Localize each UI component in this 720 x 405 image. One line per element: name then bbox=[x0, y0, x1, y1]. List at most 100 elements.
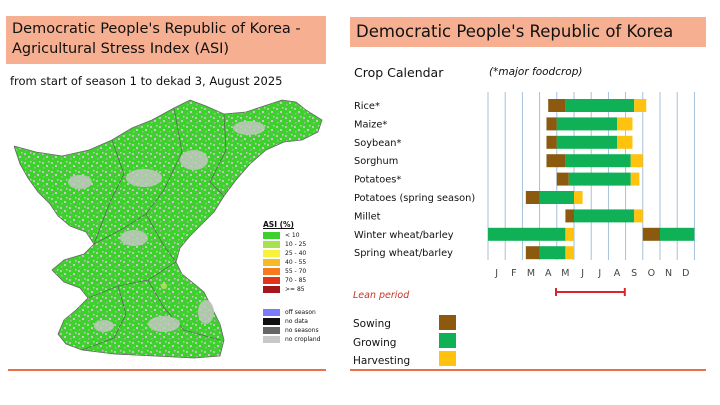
legend-label: 10 - 25 bbox=[285, 241, 307, 248]
legend-swatch bbox=[263, 327, 280, 334]
cropland-gap bbox=[233, 121, 265, 135]
key-harvesting-label: Harvesting bbox=[353, 355, 411, 367]
month-label: N bbox=[665, 268, 672, 279]
crop-phase-bar-harvesting bbox=[574, 191, 583, 204]
cropland-gap bbox=[148, 316, 180, 332]
crop-phase-bar-growing bbox=[565, 99, 635, 112]
legend-row: 25 - 40 bbox=[263, 249, 333, 258]
cropland-gap bbox=[120, 230, 148, 246]
lean-period-label: Lean period bbox=[353, 290, 410, 301]
crop-label: Potatoes (spring season) bbox=[354, 193, 475, 204]
crop-phase-bar-sowing bbox=[546, 135, 557, 149]
crop-calendar-chart: Rice* Maize* Soybean* Sorghum Potatoes* Potat… bbox=[354, 92, 695, 279]
asi-title-line-2: Agricultural Stress Index (ASI) bbox=[12, 41, 230, 57]
key-sowing-swatch bbox=[439, 315, 456, 330]
crop-phase-bar-harvesting bbox=[630, 154, 643, 168]
key-sowing-label: Sowing bbox=[353, 318, 391, 330]
korea-landmass bbox=[14, 99, 323, 359]
legend-swatch bbox=[263, 250, 280, 257]
asi-legend-title: ASI (%) bbox=[263, 220, 294, 229]
province-boundary bbox=[145, 213, 177, 263]
province-boundary bbox=[209, 113, 227, 197]
legend-label: 70 - 85 bbox=[285, 277, 307, 284]
month-label: J bbox=[597, 268, 601, 279]
crop-phase-bar-sowing bbox=[525, 246, 540, 260]
legend-swatch bbox=[263, 259, 280, 266]
legend-row: 40 - 55 bbox=[263, 258, 333, 267]
key-growing-label: Growing bbox=[353, 337, 397, 349]
legend-swatch bbox=[263, 318, 280, 325]
legend-label: no seasons bbox=[285, 327, 319, 334]
crop-label: Sorghum bbox=[354, 156, 398, 167]
crop-phase-bar-sowing bbox=[548, 99, 566, 112]
legend-swatch bbox=[263, 232, 280, 239]
crop-phase-bar-harvesting bbox=[565, 246, 574, 260]
month-label: O bbox=[648, 268, 655, 279]
legend-row: < 10 bbox=[263, 231, 333, 240]
month-label: A bbox=[614, 268, 621, 279]
major-foodcrop-note: (*major foodcrop) bbox=[489, 66, 583, 78]
legend-row: off season bbox=[263, 308, 333, 317]
crop-phase-bar-harvesting bbox=[617, 135, 633, 149]
crop-phase-bar-growing bbox=[556, 135, 617, 149]
asi-title-line-1: Democratic People's Republic of Korea - bbox=[12, 21, 301, 37]
province-boundary bbox=[93, 139, 125, 245]
province-boundary bbox=[87, 261, 177, 299]
legend-label: no cropland bbox=[285, 336, 321, 343]
crop-label: Rice* bbox=[354, 101, 380, 112]
crop-labels: Rice* Maize* Soybean* Sorghum Potatoes* Potat… bbox=[354, 101, 475, 259]
cropland-gap bbox=[126, 169, 162, 187]
legend-label: off season bbox=[285, 309, 316, 316]
right-divider bbox=[350, 369, 706, 371]
legend-label: 55 - 70 bbox=[285, 268, 307, 275]
map-gray-patches bbox=[68, 121, 265, 332]
month-label: D bbox=[682, 268, 689, 279]
legend-swatch bbox=[263, 286, 280, 293]
crop-calendar-label: Crop Calendar bbox=[354, 65, 444, 80]
cropland-gap bbox=[94, 320, 114, 332]
crop-phase-bar-growing bbox=[556, 117, 617, 131]
crop-label: Winter wheat/barley bbox=[354, 230, 454, 241]
legend-row: no cropland bbox=[263, 335, 333, 344]
legend-row: >= 85 bbox=[263, 285, 333, 294]
legend-gap bbox=[263, 294, 333, 308]
legend-label: 40 - 55 bbox=[285, 259, 307, 266]
crop-label: Maize* bbox=[354, 119, 387, 130]
crop-label: Potatoes* bbox=[354, 175, 401, 186]
legend-swatch bbox=[263, 309, 280, 316]
legend-label: 25 - 40 bbox=[285, 250, 307, 257]
crop-phase-bar-sowing bbox=[556, 172, 569, 186]
crop-phase-bar-harvesting bbox=[630, 172, 640, 186]
legend-row: no seasons bbox=[263, 326, 333, 335]
crop-phase-bar-sowing bbox=[546, 117, 557, 131]
asi-period-subtitle: from start of season 1 to dekad 3, Augus… bbox=[10, 74, 283, 88]
month-label: J bbox=[580, 268, 584, 279]
crop-label: Spring wheat/barley bbox=[354, 248, 453, 259]
crop-label: Millet bbox=[354, 211, 381, 222]
crop-calendar-title: Democratic People's Republic of Korea bbox=[350, 17, 706, 47]
legend-label: no data bbox=[285, 318, 308, 325]
legend-label: >= 85 bbox=[285, 286, 305, 293]
legend-row: 55 - 70 bbox=[263, 267, 333, 276]
cropland-gap bbox=[68, 175, 92, 189]
legend-swatch bbox=[263, 336, 280, 343]
legend-row: no data bbox=[263, 317, 333, 326]
crop-phase-bar-harvesting bbox=[565, 227, 574, 241]
legend-swatch bbox=[263, 277, 280, 284]
legend-swatch bbox=[263, 268, 280, 275]
crop-phase-bar-harvesting bbox=[634, 209, 643, 223]
left-divider bbox=[8, 369, 326, 371]
crop-phase-bar-growing bbox=[565, 154, 631, 168]
crop-label: Soybean* bbox=[354, 138, 401, 149]
cropland-gap bbox=[180, 150, 208, 170]
legend-label: < 10 bbox=[285, 232, 300, 239]
asi-map-title: Democratic People's Republic of Korea - … bbox=[6, 16, 326, 64]
lean-period-marker bbox=[555, 288, 626, 296]
legend-swatch bbox=[263, 241, 280, 248]
crop-phase-bar-sowing bbox=[565, 209, 574, 223]
province-boundary bbox=[81, 285, 127, 351]
month-label: A bbox=[545, 268, 552, 279]
province-boundary bbox=[93, 107, 183, 245]
crop-phase-bar-growing bbox=[539, 191, 574, 204]
